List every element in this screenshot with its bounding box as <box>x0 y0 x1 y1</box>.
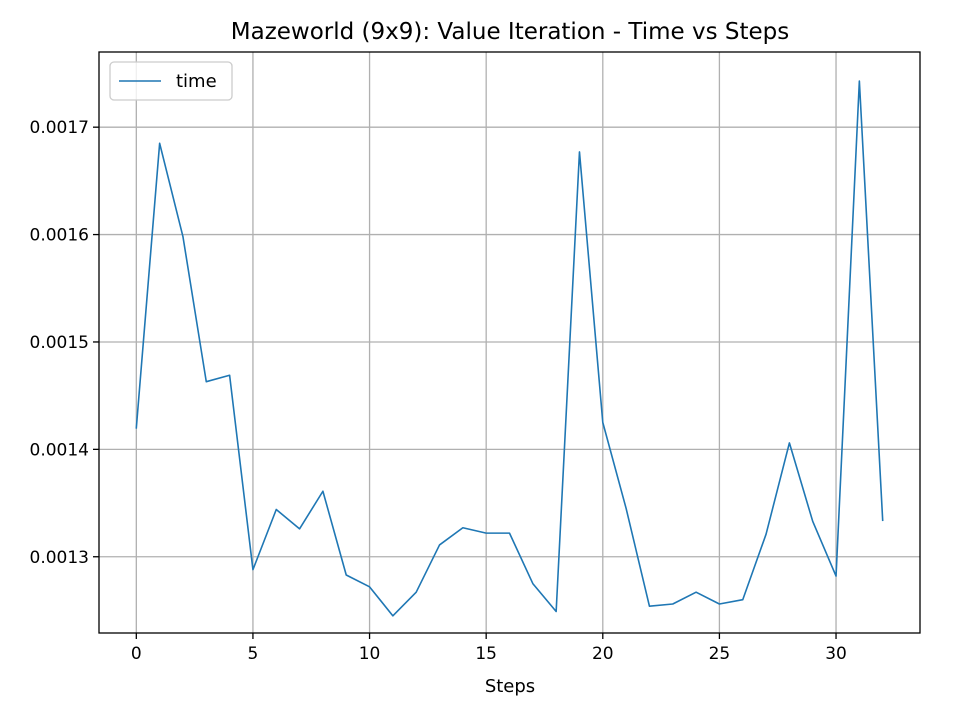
x-axis: 0 5 10 15 20 25 30 <box>131 633 847 664</box>
legend-label-time: time <box>176 71 217 92</box>
x-tick-label: 10 <box>359 644 381 664</box>
y-tick-label: 0.0015 <box>30 333 89 353</box>
y-tick-label: 0.0017 <box>30 118 89 138</box>
x-tick-label: 30 <box>825 644 847 664</box>
y-tick-label: 0.0013 <box>30 548 89 568</box>
y-axis: 0.0013 0.0014 0.0015 0.0016 0.0017 <box>30 118 99 568</box>
x-tick-label: 5 <box>248 644 259 664</box>
y-tick-label: 0.0016 <box>30 226 89 246</box>
series-line-time <box>135 80 884 617</box>
grid <box>99 52 920 633</box>
x-tick-label: 20 <box>592 644 614 664</box>
series-layer <box>135 80 884 617</box>
x-tick-label: 25 <box>709 644 731 664</box>
y-tick-label: 0.0014 <box>30 440 89 460</box>
legend-box <box>109 61 233 101</box>
x-axis-label: Steps <box>485 676 535 697</box>
x-tick-label: 15 <box>475 644 497 664</box>
chart-title: Mazeworld (9x9): Value Iteration - Time … <box>231 19 790 45</box>
x-tick-label: 0 <box>131 644 142 664</box>
legend[interactable]: time <box>109 61 233 101</box>
